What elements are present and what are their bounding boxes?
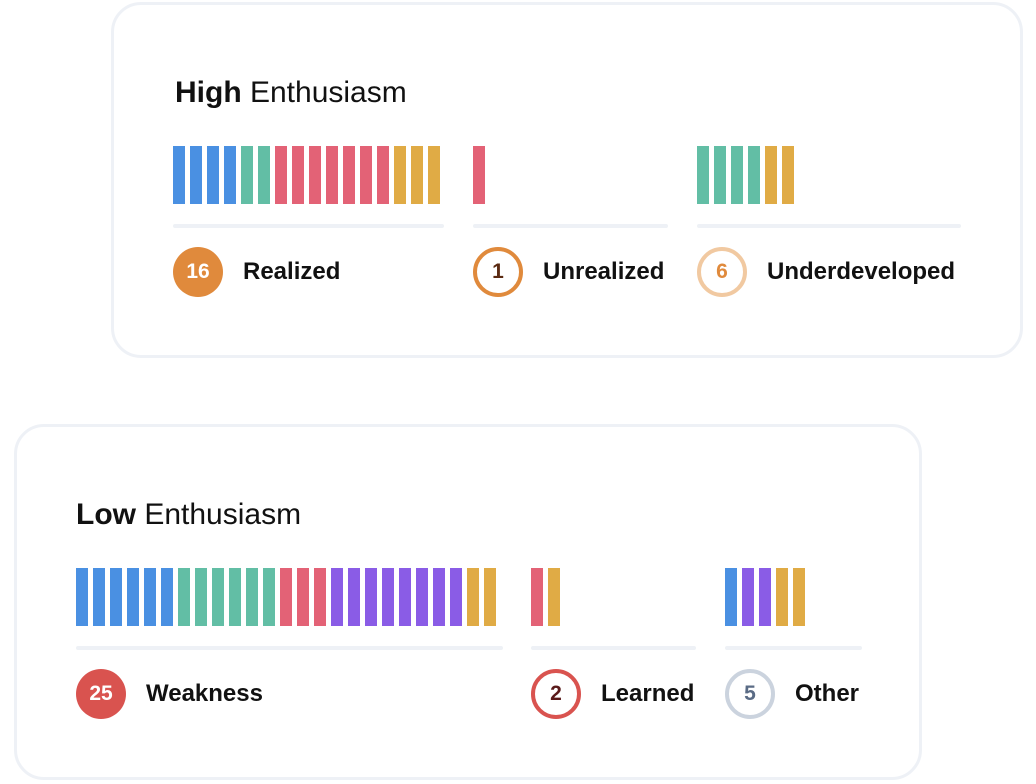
- legend-weakness: 25 Weakness: [76, 669, 263, 719]
- title-rest: Enthusiasm: [241, 76, 407, 109]
- red-bar: [275, 146, 287, 204]
- bar-strip: [473, 146, 485, 204]
- blue-bar: [725, 568, 737, 626]
- red-bar: [343, 146, 355, 204]
- group-divider: [473, 224, 668, 228]
- group-divider: [531, 646, 696, 650]
- gold-bar: [428, 146, 440, 204]
- blue-bar: [127, 568, 139, 626]
- teal-bar: [258, 146, 270, 204]
- high-enthusiasm-title: High Enthusiasm: [175, 75, 407, 111]
- blue-bar: [190, 146, 202, 204]
- blue-bar: [161, 568, 173, 626]
- legend-realized: 16 Realized: [173, 247, 340, 297]
- purple-bar: [331, 568, 343, 626]
- legend-other: 5 Other: [725, 669, 859, 719]
- legend-label: Other: [795, 680, 860, 707]
- gold-bar: [776, 568, 788, 626]
- title-bold: Low: [76, 498, 136, 531]
- red-bar: [377, 146, 389, 204]
- bar-strip: [725, 568, 805, 626]
- low-enthusiasm-card: Low Enthusiasm 25 Weakness 2 Learned 5 O…: [14, 424, 922, 780]
- purple-bar: [450, 568, 462, 626]
- red-bar: [473, 146, 485, 204]
- legend-label: Underdeveloped: [767, 258, 956, 285]
- legend-label: Learned: [601, 680, 695, 707]
- purple-bar: [365, 568, 377, 626]
- count-badge: 16: [173, 247, 223, 297]
- teal-bar: [697, 146, 709, 204]
- teal-bar: [748, 146, 760, 204]
- gold-bar: [765, 146, 777, 204]
- teal-bar: [263, 568, 275, 626]
- legend-underdeveloped: 6 Underdeveloped: [697, 247, 955, 297]
- purple-bar: [742, 568, 754, 626]
- bar-strip: [697, 146, 794, 204]
- low-enthusiasm-title: Low Enthusiasm: [76, 497, 301, 533]
- teal-bar: [195, 568, 207, 626]
- gold-bar: [467, 568, 479, 626]
- teal-bar: [229, 568, 241, 626]
- title-bold: High: [175, 76, 242, 109]
- red-bar: [309, 146, 321, 204]
- purple-bar: [433, 568, 445, 626]
- bar-strip: [531, 568, 560, 626]
- legend-unrealized: 1 Unrealized: [473, 247, 664, 297]
- gold-bar: [782, 146, 794, 204]
- teal-bar: [246, 568, 258, 626]
- blue-bar: [76, 568, 88, 626]
- bar-strip: [76, 568, 496, 626]
- title-rest: Enthusiasm: [136, 498, 302, 531]
- blue-bar: [207, 146, 219, 204]
- purple-bar: [759, 568, 771, 626]
- group-divider: [76, 646, 503, 650]
- legend-label: Weakness: [146, 680, 263, 707]
- group-divider: [173, 224, 444, 228]
- purple-bar: [399, 568, 411, 626]
- blue-bar: [93, 568, 105, 626]
- high-enthusiasm-card: High Enthusiasm 16 Realized 1 Unrealized…: [111, 2, 1023, 358]
- count-badge: 25: [76, 669, 126, 719]
- red-bar: [297, 568, 309, 626]
- group-divider: [697, 224, 961, 228]
- red-bar: [360, 146, 372, 204]
- blue-bar: [144, 568, 156, 626]
- teal-bar: [178, 568, 190, 626]
- teal-bar: [212, 568, 224, 626]
- gold-bar: [394, 146, 406, 204]
- gold-bar: [793, 568, 805, 626]
- teal-bar: [241, 146, 253, 204]
- blue-bar: [224, 146, 236, 204]
- red-bar: [326, 146, 338, 204]
- purple-bar: [382, 568, 394, 626]
- red-bar: [280, 568, 292, 626]
- legend-label: Realized: [243, 258, 341, 285]
- blue-bar: [173, 146, 185, 204]
- gold-bar: [411, 146, 423, 204]
- teal-bar: [714, 146, 726, 204]
- red-bar: [314, 568, 326, 626]
- legend-label: Unrealized: [543, 258, 665, 285]
- count-badge: 2: [531, 669, 581, 719]
- bar-strip: [173, 146, 440, 204]
- red-bar: [292, 146, 304, 204]
- red-bar: [531, 568, 543, 626]
- gold-bar: [484, 568, 496, 626]
- group-divider: [725, 646, 862, 650]
- teal-bar: [731, 146, 743, 204]
- blue-bar: [110, 568, 122, 626]
- legend-learned: 2 Learned: [531, 669, 694, 719]
- count-badge: 6: [697, 247, 747, 297]
- count-badge: 1: [473, 247, 523, 297]
- count-badge: 5: [725, 669, 775, 719]
- purple-bar: [416, 568, 428, 626]
- purple-bar: [348, 568, 360, 626]
- gold-bar: [548, 568, 560, 626]
